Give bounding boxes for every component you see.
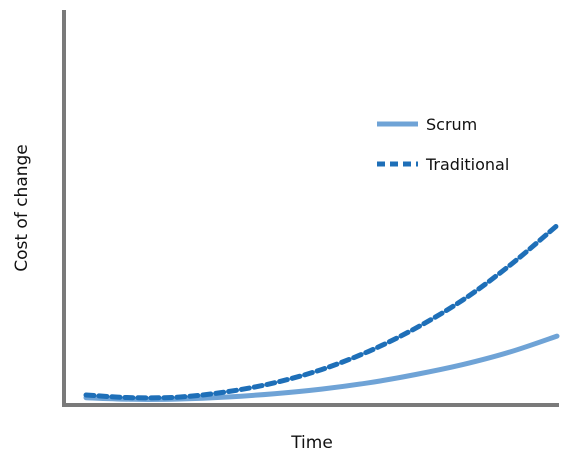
series-line-traditional (83, 223, 560, 401)
series-layer (83, 223, 560, 402)
legend-label-scrum: Scrum (426, 115, 477, 134)
legend-label-traditional: Traditional (425, 155, 509, 174)
legend: Scrum Traditional (377, 115, 509, 174)
y-axis-label: Cost of change (12, 144, 32, 272)
x-axis-label: Time (290, 433, 333, 453)
axes (62, 10, 559, 407)
